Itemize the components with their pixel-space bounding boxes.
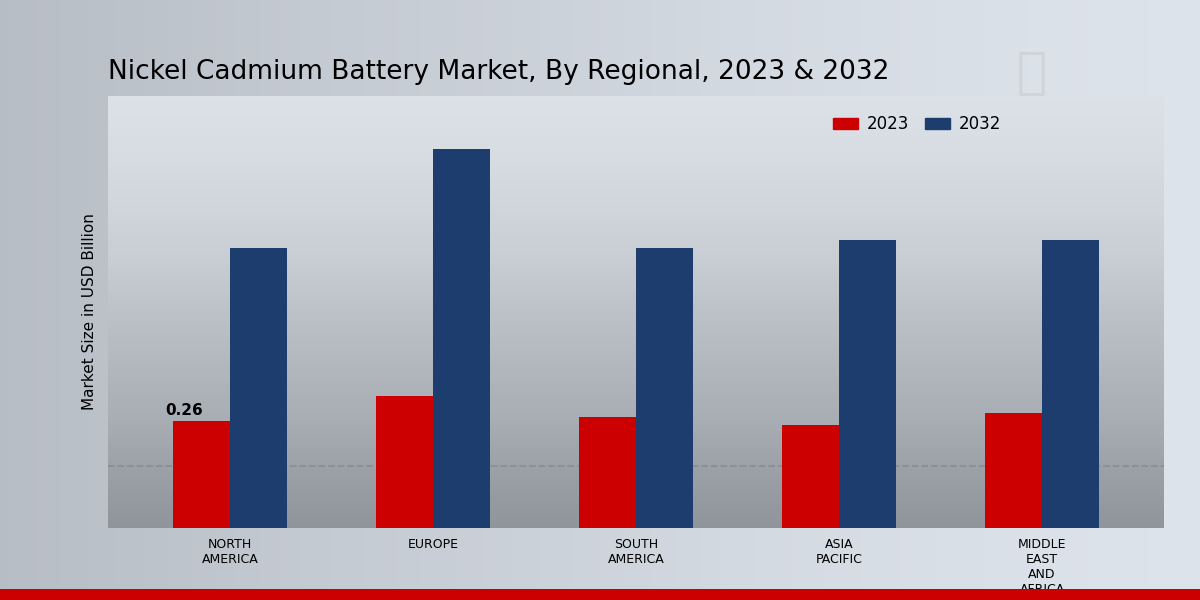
Bar <box>376 397 433 528</box>
Bar <box>636 248 692 528</box>
Bar <box>230 248 287 528</box>
Bar <box>580 417 636 528</box>
Bar <box>839 240 896 528</box>
Bar <box>985 413 1042 528</box>
Legend: 2023, 2032: 2023, 2032 <box>827 109 1008 140</box>
Bar <box>1042 240 1099 528</box>
Text: 0.26: 0.26 <box>164 403 203 418</box>
Bar <box>782 425 839 528</box>
Bar <box>173 421 230 528</box>
Text: 👤: 👤 <box>1018 48 1046 96</box>
Bar <box>433 149 490 528</box>
Text: Nickel Cadmium Battery Market, By Regional, 2023 & 2032: Nickel Cadmium Battery Market, By Region… <box>108 59 889 85</box>
Y-axis label: Market Size in USD Billion: Market Size in USD Billion <box>82 214 97 410</box>
